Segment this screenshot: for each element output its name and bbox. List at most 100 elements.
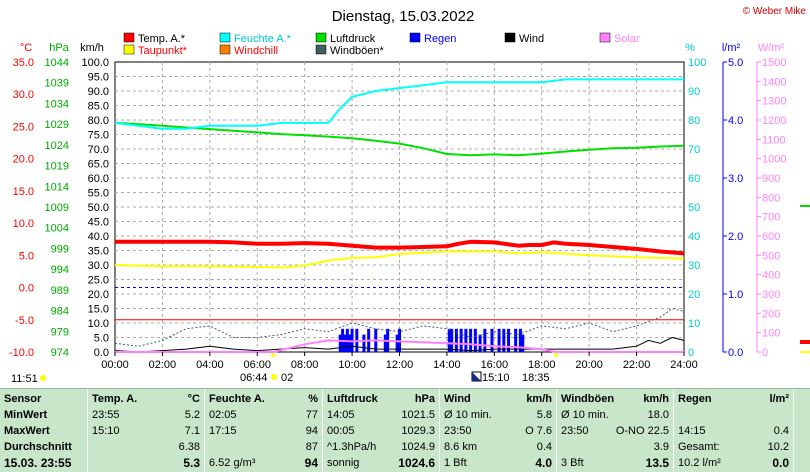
statistics-table: Sensor MinWert MaxWert Durchschnitt 15.0… <box>0 388 810 472</box>
legend-swatch <box>123 32 135 43</box>
rain-bar <box>473 328 477 352</box>
solar-tick-label: 800 <box>762 192 780 204</box>
press-tick-label: 974 <box>51 347 69 359</box>
x-tick-label: 18:00 <box>528 359 556 371</box>
x-tick-label: 20:00 <box>575 359 603 371</box>
wind-avg10-label: Ø 10 min. <box>444 409 492 421</box>
gust-avg10-label: Ø 10 min. <box>561 409 609 421</box>
legend-swatch <box>219 44 231 55</box>
solar-tick-label: 1000 <box>762 154 786 166</box>
solar-tick-label: 1500 <box>762 57 786 69</box>
rain-current-value: 0.0 <box>772 456 789 470</box>
wind-avg10-value: 5.8 <box>536 409 552 421</box>
legend-label: Taupunkt* <box>138 45 188 57</box>
series-line-wind <box>114 337 685 353</box>
temp-tick-label: -10.0 <box>9 347 34 359</box>
wind-tick-label: 0.0 <box>94 347 109 359</box>
temp-tick-label: 25.0 <box>13 121 34 133</box>
temp-max-value: 7.1 <box>184 425 200 437</box>
x-tick-label: 22:00 <box>623 359 651 371</box>
legend-swatch <box>315 32 327 43</box>
x-tick-label: 02:00 <box>149 359 177 371</box>
hum-abs-value: 6.52 g/m³ <box>209 457 256 469</box>
temp-tick-label: 10.0 <box>13 218 34 230</box>
rain-bar <box>483 328 487 352</box>
chart-legend: Temp. A.* Feuchte A.* Luftdruck Regen Wind So… <box>123 32 640 57</box>
legend-label: Windchill <box>234 45 278 57</box>
wind-max-time: 23:50 <box>444 425 472 437</box>
solar-tick-label: 100 <box>762 328 780 340</box>
x-tick-label: 00:00 <box>101 359 129 371</box>
temp-tick-label: -5.0 <box>15 315 34 327</box>
col-sensor: Sensor MinWert MaxWert Durchschnitt 15.0… <box>0 389 88 472</box>
sunrise-sun-icon <box>271 374 277 380</box>
x-tick-label: 14:00 <box>433 359 461 371</box>
hum-tick-label: 70 <box>688 144 700 156</box>
x-tick-label: 12:00 <box>386 359 414 371</box>
rain-max-value: 0.4 <box>773 425 789 437</box>
rain-bar <box>514 328 518 352</box>
legend-label: Wind <box>519 33 544 45</box>
gust-unit: km/h <box>643 393 669 405</box>
wind-header: Wind <box>444 393 471 405</box>
wind-tick-label: 70.0 <box>88 144 109 156</box>
wind-tick-label: 85.0 <box>88 101 109 113</box>
legend-label: Temp. A.* <box>138 33 186 45</box>
wind-tick-label: 15.0 <box>88 304 109 316</box>
rain-bar <box>478 334 482 352</box>
x-tick-label: 24:00 <box>670 359 698 371</box>
legend-swatch <box>409 32 421 43</box>
solar-unit-label: W/m² <box>758 42 785 54</box>
temp-tick-label: 0.0 <box>19 283 34 295</box>
press-tick-label: 979 <box>51 326 69 338</box>
hum-tick-label: 60 <box>688 173 700 185</box>
press-tick-label: 984 <box>51 306 69 318</box>
hum-min-time: 02:05 <box>209 409 237 421</box>
solar-tick-label: 1400 <box>762 76 786 88</box>
legend-swatch <box>123 44 135 55</box>
hum-header: Feuchte A. <box>209 393 265 405</box>
wind-tick-label: 100.0 <box>81 57 109 69</box>
sunrise-plot-icon <box>271 353 275 357</box>
hum-unit-label: % <box>685 42 695 54</box>
temp-max-time: 15:10 <box>92 425 120 437</box>
series-line-taupunkt <box>114 250 685 269</box>
press-current-value: 1024.6 <box>398 456 435 470</box>
temp-unit-label: °C <box>20 42 32 54</box>
rain-tick-label: 4.0 <box>728 115 743 127</box>
chart-title: Dienstag, 15.03.2022 <box>332 8 475 25</box>
rain-tick-label: 1.0 <box>728 289 743 301</box>
press-min-time: 14:05 <box>327 409 355 421</box>
wind-tick-label: 55.0 <box>88 188 109 200</box>
wind-tick-label: 65.0 <box>88 159 109 171</box>
wind-tick-label: 50.0 <box>88 202 109 214</box>
press-unit: hPa <box>414 393 435 405</box>
wind-current-value: 4.0 <box>535 456 552 470</box>
temp-unit: °C <box>187 393 200 405</box>
wind-bft: 1 Bft <box>444 457 467 469</box>
wind-tick-label: 25.0 <box>88 275 109 287</box>
series-line-luftdruck <box>114 121 685 157</box>
moon-icon-fill <box>472 372 481 381</box>
rain-unit-label: l/m² <box>722 42 741 54</box>
gust-max-time: 23:50 <box>561 425 589 437</box>
wind-tick-label: 5.0 <box>94 333 109 345</box>
table-right-edge <box>794 389 810 472</box>
press-max-value: 1029.3 <box>401 425 435 437</box>
x-tick-label: 08:00 <box>291 359 319 371</box>
wind-tick-label: 20.0 <box>88 289 109 301</box>
rain-total-value: 10.2 <box>767 441 789 453</box>
press-tick-label: 999 <box>51 243 69 255</box>
press-tick-label: 989 <box>51 285 69 297</box>
solar-tick-label: 1300 <box>762 96 786 108</box>
temp-avg-value: 6.38 <box>178 441 200 453</box>
x-tick-label: 04:00 <box>196 359 224 371</box>
press-tick-label: 1004 <box>45 223 69 235</box>
rain-today-value: 10.2 l/m² <box>678 457 721 469</box>
wind-tick-label: 95.0 <box>88 72 109 84</box>
col-rain: Regen l/m² 14:15 0.4 Gesamt: 10.2 10.2 l/m²… <box>674 389 794 472</box>
gust-max-value: O-NO 22.5 <box>615 425 669 437</box>
rain-bar <box>459 328 463 352</box>
rain-bar <box>395 334 399 352</box>
